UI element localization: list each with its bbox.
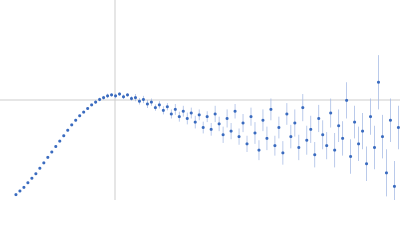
- point: [161, 108, 165, 112]
- point: [345, 98, 349, 102]
- point: [396, 126, 400, 130]
- point: [149, 100, 153, 104]
- point: [229, 129, 233, 133]
- point: [50, 150, 54, 154]
- point: [380, 135, 384, 139]
- point: [317, 116, 321, 120]
- point: [285, 112, 289, 116]
- point: [217, 122, 221, 126]
- point: [305, 138, 309, 142]
- point: [321, 133, 325, 137]
- point: [197, 113, 201, 117]
- point: [297, 145, 301, 149]
- point: [333, 148, 337, 152]
- point: [241, 121, 245, 125]
- point: [102, 96, 106, 100]
- point: [201, 126, 205, 130]
- point: [42, 161, 46, 165]
- point: [169, 112, 173, 116]
- point: [329, 111, 333, 115]
- point: [301, 106, 305, 110]
- point: [90, 103, 94, 107]
- point: [361, 129, 365, 133]
- point: [384, 171, 388, 175]
- point: [225, 116, 229, 120]
- point: [82, 110, 86, 114]
- point: [74, 118, 78, 122]
- point: [122, 95, 126, 99]
- point: [221, 133, 225, 137]
- point: [165, 105, 169, 109]
- point: [94, 100, 98, 104]
- point: [189, 111, 193, 115]
- point: [325, 144, 329, 148]
- point: [145, 102, 149, 106]
- point: [34, 172, 38, 176]
- point: [233, 109, 237, 113]
- point: [98, 97, 102, 101]
- point: [313, 153, 317, 157]
- point: [110, 93, 114, 97]
- point: [153, 106, 157, 110]
- point: [78, 114, 82, 118]
- point: [341, 136, 345, 140]
- point: [376, 80, 380, 84]
- point: [26, 181, 30, 185]
- point: [257, 148, 261, 152]
- point: [141, 97, 145, 101]
- point: [46, 155, 50, 159]
- point: [392, 184, 396, 188]
- point: [357, 142, 361, 146]
- point: [273, 144, 277, 148]
- point: [253, 131, 257, 135]
- point: [353, 120, 357, 124]
- point: [349, 155, 353, 159]
- point: [30, 176, 34, 180]
- point: [293, 121, 297, 125]
- point: [14, 193, 18, 197]
- point: [281, 151, 285, 155]
- point: [58, 139, 62, 143]
- point: [289, 135, 293, 139]
- point: [38, 166, 42, 170]
- point: [309, 127, 313, 131]
- point: [86, 107, 90, 111]
- point: [205, 115, 209, 119]
- chart: [0, 0, 400, 200]
- point: [181, 109, 185, 113]
- point: [369, 115, 373, 119]
- point: [269, 107, 273, 111]
- page: (() => { const data = JSON.parse(documen…: [0, 0, 400, 200]
- point: [173, 107, 177, 111]
- point: [237, 135, 241, 139]
- point: [54, 145, 58, 149]
- point: [114, 94, 118, 98]
- point: [209, 127, 213, 131]
- point: [193, 120, 197, 124]
- point: [265, 136, 269, 140]
- point: [373, 145, 377, 149]
- point: [177, 115, 181, 119]
- point: [106, 94, 110, 98]
- point: [133, 96, 137, 100]
- point: [18, 189, 22, 193]
- point: [337, 124, 341, 128]
- point: [118, 92, 122, 96]
- point: [157, 103, 161, 107]
- point: [245, 142, 249, 146]
- point: [277, 126, 281, 130]
- point: [249, 115, 253, 119]
- point: [22, 185, 26, 189]
- point: [125, 93, 129, 97]
- point: [185, 116, 189, 120]
- point: [261, 118, 265, 122]
- point: [388, 118, 392, 122]
- point: [137, 99, 141, 103]
- point: [129, 97, 133, 101]
- point: [62, 134, 66, 138]
- point: [213, 112, 217, 116]
- point: [66, 128, 70, 132]
- point: [70, 123, 74, 127]
- point: [365, 162, 369, 166]
